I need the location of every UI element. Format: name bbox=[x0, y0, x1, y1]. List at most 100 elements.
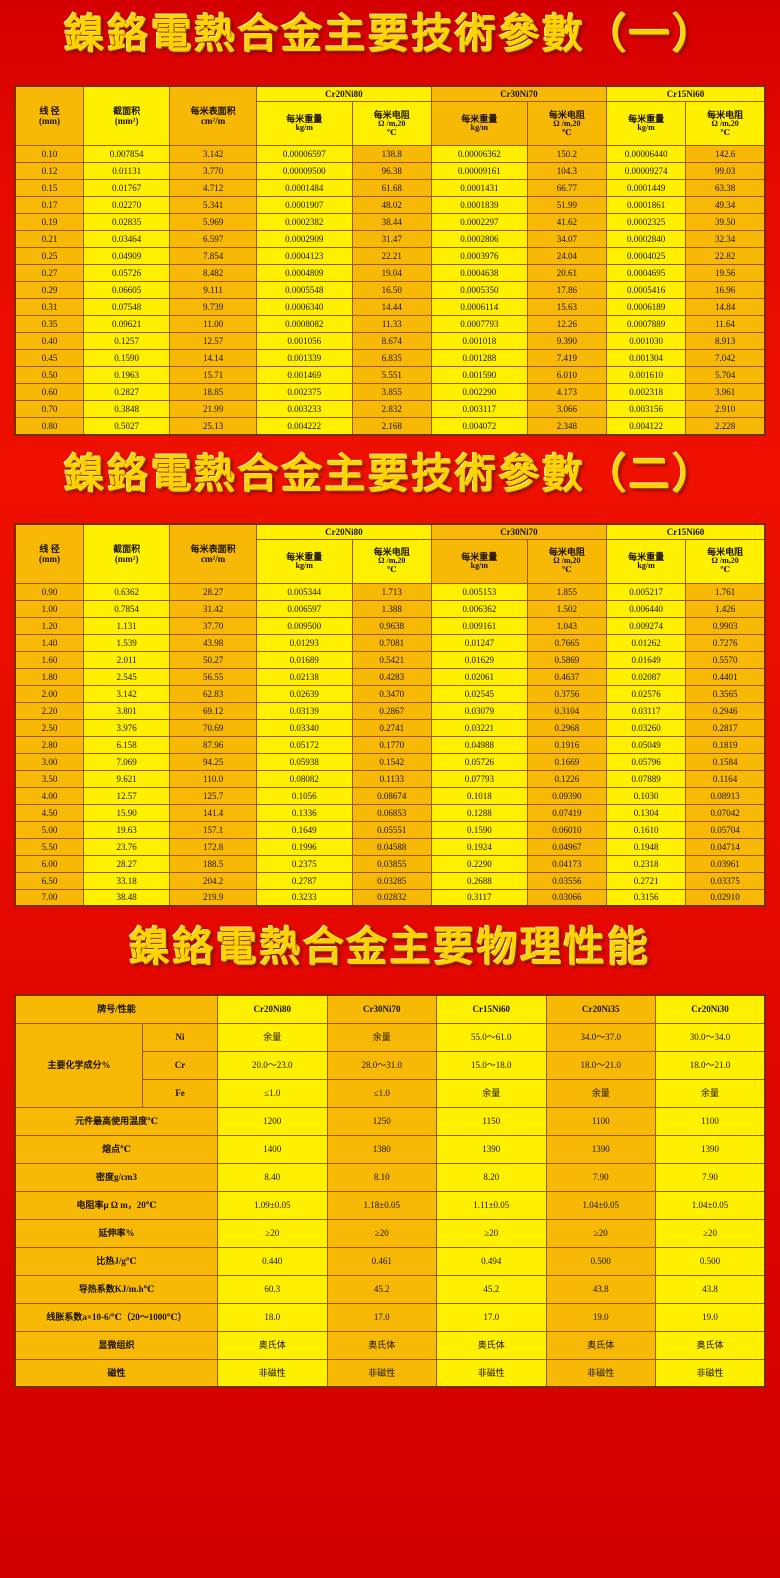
header-alloy-cr20ni80: Cr20Ni80 bbox=[255, 85, 432, 103]
cell-resistance-cr20ni80: 0.08674 bbox=[351, 786, 432, 805]
cell-diameter: 0.80 bbox=[14, 417, 84, 436]
table-row: 0.27 0.05726 8.482 0.0004809 19.04 0.0004638 2… bbox=[14, 264, 766, 283]
cell-resistance-cr30ni70: 6.010 bbox=[526, 366, 607, 385]
header-resistance-3: 每米电阻 Ω /m,20 ℃ bbox=[685, 101, 766, 147]
physical-table-wrapper: 牌号/性能 Cr20Ni80 Cr30Ni70 Cr15Ni60 Cr20Ni35 Cr… bbox=[0, 994, 780, 1402]
cell-weight-cr20ni80: 0.0006340 bbox=[255, 298, 353, 317]
cell-resistance-cr15ni60: 14.84 bbox=[685, 298, 766, 317]
cell-composition-value: 余量 bbox=[545, 1078, 656, 1108]
cell-weight-cr20ni80: 0.0008082 bbox=[255, 315, 353, 334]
cell-weight-cr15ni60: 0.005217 bbox=[605, 582, 687, 601]
cell-resistance-cr15ni60: 0.08913 bbox=[685, 786, 766, 805]
cell-surface: 69.12 bbox=[169, 701, 257, 720]
cell-diameter: 0.15 bbox=[14, 179, 84, 198]
table-row: 0.10 0.007854 3.142 0.00006597 138.8 0.000063… bbox=[14, 145, 766, 164]
cell-area: 0.06605 bbox=[82, 281, 171, 300]
cell-property-value: 1390 bbox=[545, 1134, 656, 1164]
cell-weight-cr15ni60: 0.3156 bbox=[605, 888, 687, 907]
cell-area: 0.01131 bbox=[82, 162, 171, 181]
cell-resistance-cr15ni60: 1.761 bbox=[685, 582, 766, 601]
cell-area: 0.7854 bbox=[82, 599, 171, 618]
cell-property-value: 19.0 bbox=[655, 1302, 766, 1332]
cell-diameter: 0.29 bbox=[14, 281, 84, 300]
cell-weight-cr30ni70: 0.0004638 bbox=[430, 264, 528, 283]
cell-area: 9.621 bbox=[82, 769, 171, 788]
cell-weight-cr20ni80: 0.1336 bbox=[255, 803, 353, 822]
header-diameter: 线 径 (mm) bbox=[14, 523, 84, 584]
cell-surface: 7.854 bbox=[169, 247, 257, 266]
cell-property-value: 非磁性 bbox=[545, 1358, 656, 1388]
cell-diameter: 2.80 bbox=[14, 735, 84, 754]
cell-resistance-cr20ni80: 0.4283 bbox=[351, 667, 432, 686]
header-resistance-1: 每米电阻 Ω /m,20 ℃ bbox=[351, 538, 432, 584]
cell-resistance-cr15ni60: 142.6 bbox=[685, 145, 766, 164]
cell-resistance-cr15ni60: 0.3565 bbox=[685, 684, 766, 703]
cell-weight-cr30ni70: 0.03079 bbox=[430, 701, 528, 720]
cell-weight-cr20ni80: 0.009500 bbox=[255, 616, 353, 635]
cell-resistance-cr30ni70: 0.1226 bbox=[526, 769, 607, 788]
table-row: 3.00 7.069 94.25 0.05938 0.1542 0.05726 0.1669… bbox=[14, 752, 766, 771]
group-header-row: 线 径 (mm) 截面积 (mm²) 每米表面积 cm²/m Cr20Ni80 … bbox=[14, 85, 766, 147]
cell-diameter: 1.40 bbox=[14, 633, 84, 652]
cell-property-value: 奥氏体 bbox=[655, 1330, 766, 1360]
cell-composition-value: 余量 bbox=[436, 1078, 547, 1108]
cell-resistance-cr15ni60: 0.5570 bbox=[685, 650, 766, 669]
cell-property-value: 43.8 bbox=[655, 1274, 766, 1304]
property-row: 磁性 非磁性 非磁性 非磁性 非磁性 非磁性 bbox=[14, 1358, 766, 1388]
table-row: 0.45 0.1590 14.14 0.001339 6.835 0.001288 7.41… bbox=[14, 349, 766, 368]
cell-resistance-cr30ni70: 15.63 bbox=[526, 298, 607, 317]
cell-resistance-cr30ni70: 1.855 bbox=[526, 582, 607, 601]
cell-surface: 25.13 bbox=[169, 417, 257, 436]
cell-resistance-cr20ni80: 96.38 bbox=[351, 162, 432, 181]
cell-property-value: 1390 bbox=[655, 1134, 766, 1164]
cell-surface: 37.70 bbox=[169, 616, 257, 635]
cell-resistance-cr15ni60: 0.03375 bbox=[685, 871, 766, 890]
cell-property-value: 0.494 bbox=[436, 1246, 547, 1276]
cell-weight-cr30ni70: 0.009161 bbox=[430, 616, 528, 635]
cell-resistance-cr30ni70: 0.09390 bbox=[526, 786, 607, 805]
property-row: 电阻率μ Ω m，20℃ 1.09±0.05 1.18±0.05 1.11±0.05 1… bbox=[14, 1190, 766, 1220]
spec-table-1-wrapper: 线 径 (mm) 截面积 (mm²) 每米表面积 cm²/m Cr20Ni80 … bbox=[0, 85, 780, 436]
cell-weight-cr20ni80: 0.03139 bbox=[255, 701, 353, 720]
cell-weight-cr15ni60: 0.1610 bbox=[605, 820, 687, 839]
cell-surface: 62.83 bbox=[169, 684, 257, 703]
row-label-property: 熔点℃ bbox=[14, 1134, 218, 1164]
cell-resistance-cr15ni60: 39.50 bbox=[685, 213, 766, 232]
header-area: 截面积 (mm²) bbox=[82, 523, 171, 584]
cell-resistance-cr30ni70: 0.3104 bbox=[526, 701, 607, 720]
cell-resistance-cr20ni80: 48.02 bbox=[351, 196, 432, 215]
cell-area: 33.18 bbox=[82, 871, 171, 890]
cell-resistance-cr20ni80: 0.06853 bbox=[351, 803, 432, 822]
cell-weight-cr20ni80: 0.1996 bbox=[255, 837, 353, 856]
cell-weight-cr15ni60: 0.0001449 bbox=[605, 179, 687, 198]
cell-surface: 70.69 bbox=[169, 718, 257, 737]
cell-resistance-cr15ni60: 0.1164 bbox=[685, 769, 766, 788]
cell-resistance-cr15ni60: 7.042 bbox=[685, 349, 766, 368]
row-label-property: 磁性 bbox=[14, 1358, 218, 1388]
cell-resistance-cr15ni60: 0.07042 bbox=[685, 803, 766, 822]
cell-resistance-cr20ni80: 2.832 bbox=[351, 400, 432, 419]
cell-surface: 125.7 bbox=[169, 786, 257, 805]
cell-resistance-cr15ni60: 0.1584 bbox=[685, 752, 766, 771]
cell-weight-cr30ni70: 0.002290 bbox=[430, 383, 528, 402]
cell-weight-cr15ni60: 0.1304 bbox=[605, 803, 687, 822]
cell-composition-value: 余量 bbox=[217, 1022, 328, 1052]
header-alloy-cr15ni60: Cr15Ni60 bbox=[436, 994, 547, 1024]
cell-resistance-cr30ni70: 7.419 bbox=[526, 349, 607, 368]
property-row: 元件最高使用温度℃ 1200 1250 1150 1100 1100 bbox=[14, 1106, 766, 1136]
cell-weight-cr20ni80: 0.02639 bbox=[255, 684, 353, 703]
table-row: 5.50 23.76 172.8 0.1996 0.04588 0.1924 0.04967… bbox=[14, 837, 766, 856]
property-row: 线胀系数a×10-6/℃（20～1000℃） 18.0 17.0 17.0 19.0 19… bbox=[14, 1302, 766, 1332]
cell-composition-value: 55.0～61.0 bbox=[436, 1022, 547, 1052]
cell-resistance-cr20ni80: 3.855 bbox=[351, 383, 432, 402]
cell-weight-cr15ni60: 0.004122 bbox=[605, 417, 687, 436]
cell-property-value: ≥20 bbox=[217, 1218, 328, 1248]
cell-resistance-cr20ni80: 0.1133 bbox=[351, 769, 432, 788]
cell-weight-cr15ni60: 0.009274 bbox=[605, 616, 687, 635]
cell-weight-cr15ni60: 0.0004695 bbox=[605, 264, 687, 283]
cell-property-value: ≥20 bbox=[326, 1218, 437, 1248]
cell-resistance-cr30ni70: 104.3 bbox=[526, 162, 607, 181]
cell-property-value: 8.40 bbox=[217, 1162, 328, 1192]
cell-weight-cr15ni60: 0.003156 bbox=[605, 400, 687, 419]
